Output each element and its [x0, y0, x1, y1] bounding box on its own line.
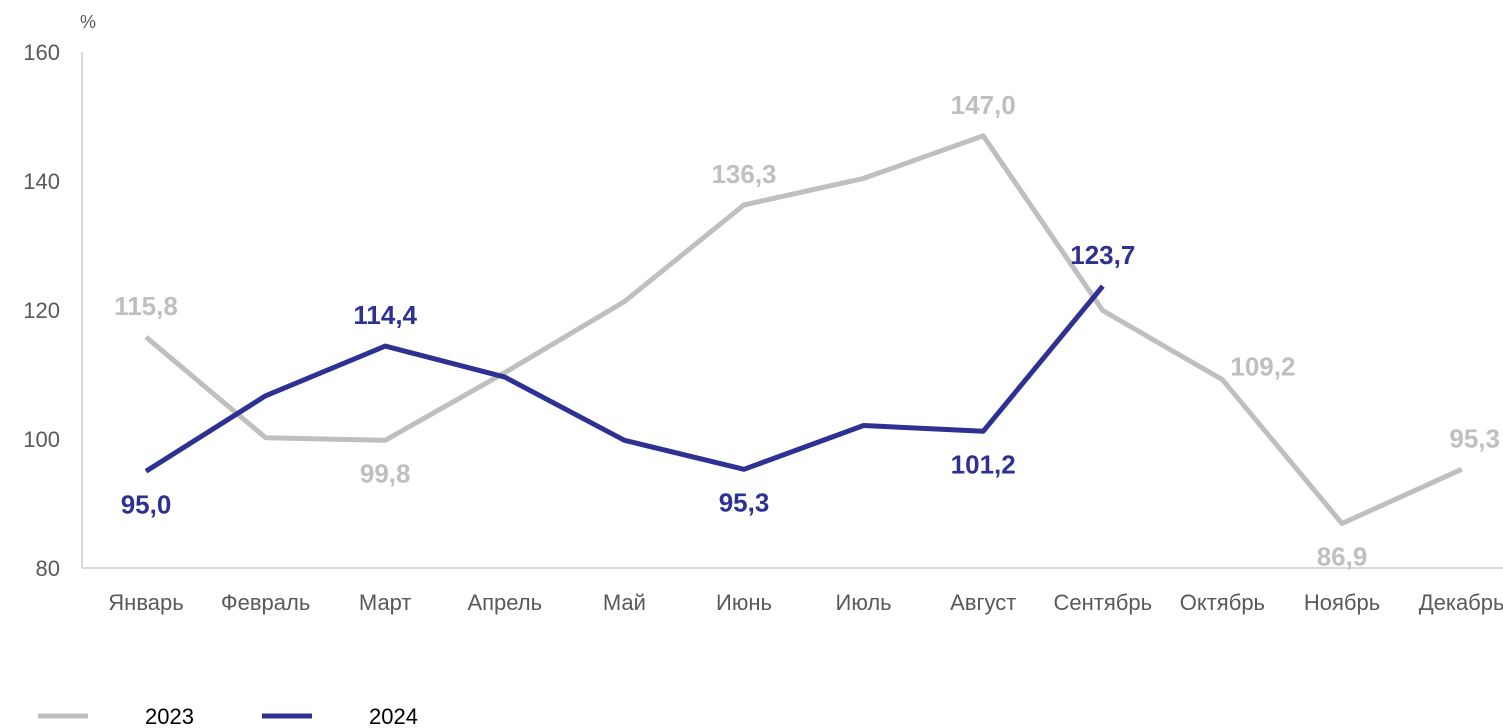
series-layer: [144, 133, 1463, 526]
series-line-2023: [144, 133, 1463, 526]
series-line-2024: [144, 284, 1105, 474]
y-tick-label: 140: [23, 169, 60, 194]
y-tick-label: 160: [23, 40, 60, 65]
y-tick-label: 100: [23, 427, 60, 452]
data-label-2024: 95,3: [719, 487, 770, 517]
data-labels-layer: 115,8 99,8 136,3 147,0 109,2 86,9 95,3 95,0 114,…: [114, 90, 1500, 572]
legend-label-2023: 2023: [145, 704, 194, 728]
data-label-2023: 95,3: [1449, 423, 1500, 453]
data-label-2023: 115,8: [114, 291, 178, 321]
data-label-2024: 123,7: [1070, 240, 1135, 270]
x-tick-label: Апрель: [467, 590, 542, 615]
x-tick-label: Декабрь: [1419, 590, 1503, 615]
x-tick-label: Январь: [108, 590, 183, 615]
x-tick-label: Август: [950, 590, 1016, 615]
y-tick-label: 80: [36, 556, 60, 581]
x-tick-label: Ноябрь: [1304, 590, 1380, 615]
data-label-2023: 147,0: [951, 90, 1016, 120]
data-label-2024: 114,4: [353, 300, 417, 330]
data-label-2023: 99,8: [360, 458, 411, 488]
x-axis-ticks: Январь Февраль Март Апрель Май Июнь Июль Август…: [108, 590, 1503, 615]
data-label-2023: 136,3: [711, 159, 776, 189]
x-tick-label: Май: [603, 590, 646, 615]
y-tick-label: 120: [23, 298, 60, 323]
data-label-2024: 95,0: [121, 489, 172, 519]
data-label-2023: 109,2: [1230, 352, 1295, 382]
x-tick-label: Июнь: [716, 590, 772, 615]
x-tick-label: Февраль: [221, 590, 310, 615]
x-tick-label: Октябрь: [1180, 590, 1265, 615]
x-tick-label: Март: [359, 590, 412, 615]
data-label-2023: 86,9: [1317, 541, 1368, 571]
x-tick-label: Июль: [836, 590, 892, 615]
legend-label-2024: 2024: [369, 704, 418, 728]
y-axis-ticks: 80 100 120 140 160: [23, 40, 60, 581]
x-tick-label: Сентябрь: [1054, 590, 1153, 615]
data-label-2024: 101,2: [951, 449, 1016, 479]
y-axis-unit-label: %: [80, 12, 96, 32]
legend: 2023 2024: [38, 704, 418, 728]
